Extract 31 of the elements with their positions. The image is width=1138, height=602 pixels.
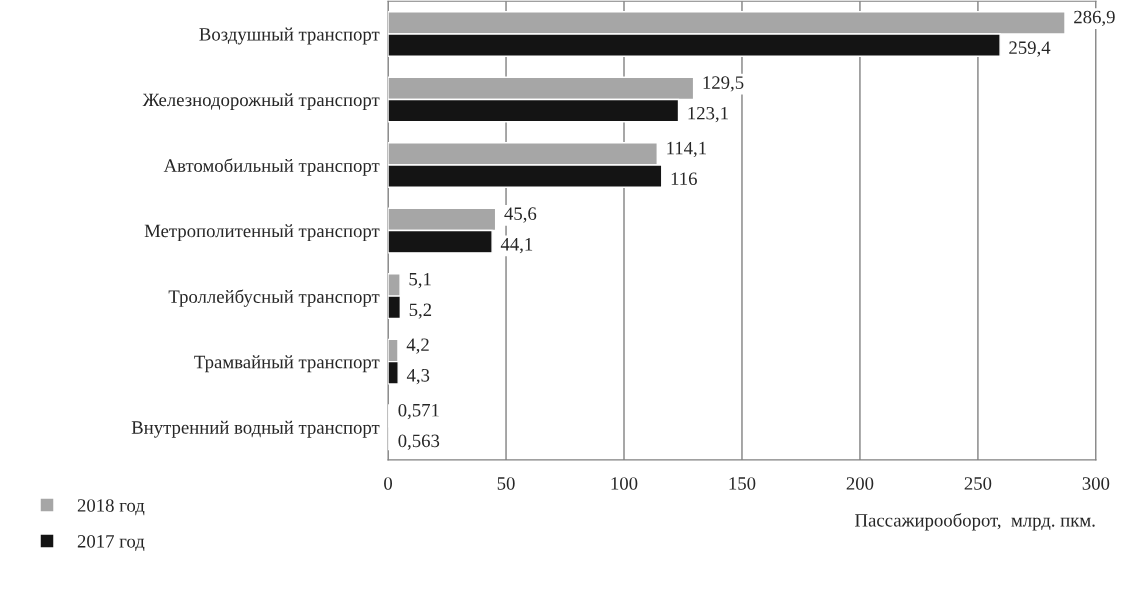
y-tick-label: Воздушный транспорт (199, 27, 380, 45)
data-label: 0,571 (398, 403, 439, 420)
y-tick-label: Железнодорожный транспорт (142, 93, 380, 110)
data-label: 5,1 (409, 272, 431, 289)
x-tick-label: 200 (846, 477, 874, 490)
x-tick-label: 250 (964, 477, 992, 490)
x-tick-label: 150 (729, 477, 756, 490)
data-label: 259,4 (1009, 41, 1051, 57)
data-label: 45,6 (504, 207, 537, 223)
data-label: 4,3 (406, 369, 430, 385)
x-tick-label: 100 (611, 477, 638, 490)
data-label: 44,1 (500, 238, 533, 254)
y-tick-label: Троллейбусный транспорт (168, 289, 380, 307)
y-tick-label: Внутренний водный транспорт (131, 420, 380, 438)
data-label: 116 (671, 172, 697, 186)
data-label: 0,563 (398, 434, 440, 450)
data-label: 129,5 (703, 76, 744, 92)
y-tick-label: Метрополитенный транспорт (144, 224, 380, 242)
data-label: 114,1 (667, 141, 706, 158)
data-label: 4,2 (406, 338, 429, 354)
x-tick-label: 300 (1082, 477, 1110, 490)
legend-label: 2017 год (77, 535, 145, 552)
legend-label: 2018 год (77, 499, 145, 516)
x-tick-label: 50 (497, 477, 515, 490)
data-label: 5,2 (409, 303, 432, 319)
data-label: 123,1 (688, 106, 728, 123)
x-tick-label: 0 (384, 477, 393, 490)
y-tick-label: Автомобильный транспорт (163, 158, 380, 176)
x-axis-title: Пассажирооборот, млрд. пкм. (855, 513, 1095, 531)
data-label: 286,9 (1074, 10, 1115, 27)
y-tick-label: Трамвайный транспорт (194, 355, 380, 373)
